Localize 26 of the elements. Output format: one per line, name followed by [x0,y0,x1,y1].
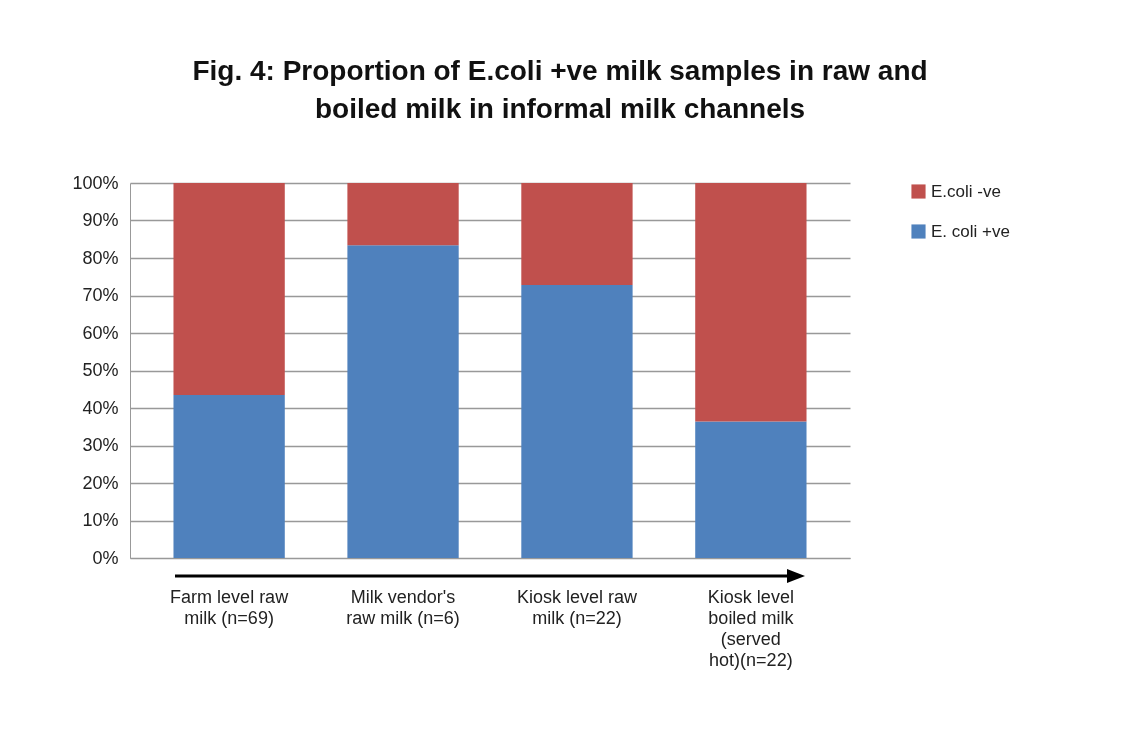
bar [347,245,459,558]
y-tick-label: 50% [82,360,119,380]
y-tick-label: 90% [82,210,119,230]
chart-title: Fig. 4: Proportion of E.coli +ve milk samples in raw and boiled milk in informal milk channels [192,55,928,124]
legend-label: E. coli +ve [931,221,1010,241]
y-tick-label: 100% [72,172,119,193]
y-tick-label: 80% [82,247,119,268]
legend-label: E.coli -ve [931,181,1001,201]
y-tick-label: 60% [82,322,119,343]
x-tick-label: Milk vendor's raw milk (n=6) [346,586,460,628]
bar [173,183,285,395]
bar [521,285,633,558]
bar [173,394,285,558]
y-tick-label: 30% [82,435,119,455]
y-tick-label: 70% [82,285,119,305]
bar [521,183,633,285]
y-tick-label: 40% [82,397,119,418]
bar [695,421,807,558]
x-tick-label: Kiosk level boiled milk (served hot)(n=22) [707,586,795,670]
bar [695,183,807,422]
y-tick-label: 20% [82,472,119,493]
x-tick-label: Kiosk level raw milk (n=22) [516,586,638,628]
y-tick-label: 0% [92,547,119,568]
bar [347,183,459,246]
y-tick-label: 10% [82,510,119,530]
x-tick-label: Farm level raw milk (n=69) [170,586,290,628]
